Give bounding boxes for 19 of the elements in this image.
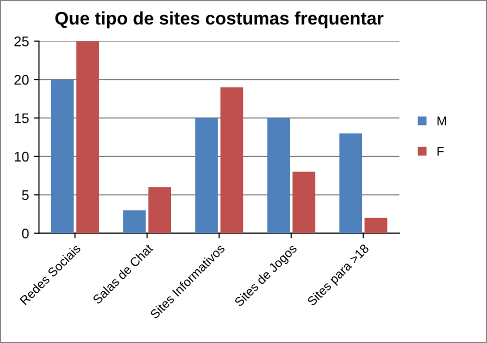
y-tick-label: 15 (14, 113, 29, 124)
bar (364, 218, 388, 234)
bar (195, 118, 218, 234)
legend-label: M (438, 116, 446, 126)
bar (267, 118, 290, 234)
chart-title: Que tipo de sites costumas frequentar (55, 11, 384, 28)
bar (292, 172, 316, 234)
y-tick-label: 0 (22, 228, 29, 238)
bar (76, 41, 99, 234)
legend-label: F (438, 147, 444, 156)
bar (220, 87, 244, 234)
bar (51, 80, 74, 234)
y-tick-label: 10 (14, 152, 29, 162)
bar (123, 210, 146, 234)
bar (148, 187, 172, 234)
bar (339, 133, 362, 234)
y-tick-label: 20 (14, 74, 29, 85)
y-tick-label: 5 (22, 190, 29, 200)
y-tick-label: 25 (14, 36, 29, 46)
